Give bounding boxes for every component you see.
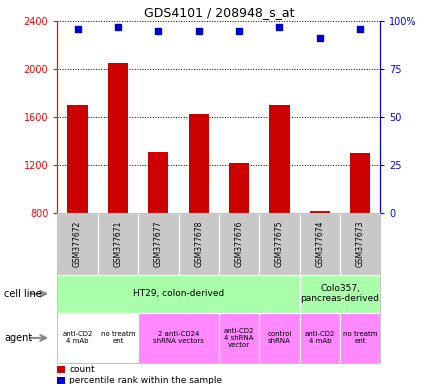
Text: GSM377676: GSM377676 (235, 220, 244, 267)
Bar (350, 153, 370, 309)
Text: GSM377673: GSM377673 (356, 220, 365, 267)
Bar (269, 105, 289, 309)
Text: cell line: cell line (4, 289, 42, 299)
Text: no treatm
ent: no treatm ent (343, 331, 377, 344)
Point (155, 28, 162, 34)
Point (114, 24, 122, 30)
Text: Colo357,
pancreas-derived: Colo357, pancreas-derived (300, 284, 380, 303)
Text: GSM377672: GSM377672 (73, 221, 82, 267)
Bar (148, 152, 168, 309)
Bar (108, 63, 128, 309)
Text: HT29, colon-derived: HT29, colon-derived (133, 289, 224, 298)
Text: agent: agent (4, 333, 32, 343)
Text: GSM377671: GSM377671 (113, 221, 122, 267)
Text: percentile rank within the sample: percentile rank within the sample (69, 376, 222, 384)
Bar (189, 114, 209, 309)
Text: GSM377674: GSM377674 (315, 220, 324, 267)
Text: anti-CD2
4 mAb: anti-CD2 4 mAb (305, 331, 335, 344)
Point (235, 28, 242, 34)
Point (195, 28, 202, 34)
Text: GSM377677: GSM377677 (154, 220, 163, 267)
Bar (310, 211, 330, 309)
Text: GSM377678: GSM377678 (194, 221, 203, 267)
Text: no treatm
ent: no treatm ent (101, 331, 135, 344)
Title: GDS4101 / 208948_s_at: GDS4101 / 208948_s_at (144, 5, 294, 18)
Point (74, 26, 81, 32)
Text: GSM377675: GSM377675 (275, 220, 284, 267)
Text: anti-CD2
4 shRNA
vector: anti-CD2 4 shRNA vector (224, 328, 254, 348)
Text: 2 anti-CD24
shRNA vectors: 2 anti-CD24 shRNA vectors (153, 331, 204, 344)
Bar (68, 105, 88, 309)
Text: count: count (69, 365, 95, 374)
Bar (229, 163, 249, 309)
Point (276, 24, 283, 30)
Text: control
shRNA: control shRNA (267, 331, 292, 344)
Text: anti-CD2
4 mAb: anti-CD2 4 mAb (62, 331, 93, 344)
Point (357, 26, 363, 32)
Point (316, 35, 323, 41)
